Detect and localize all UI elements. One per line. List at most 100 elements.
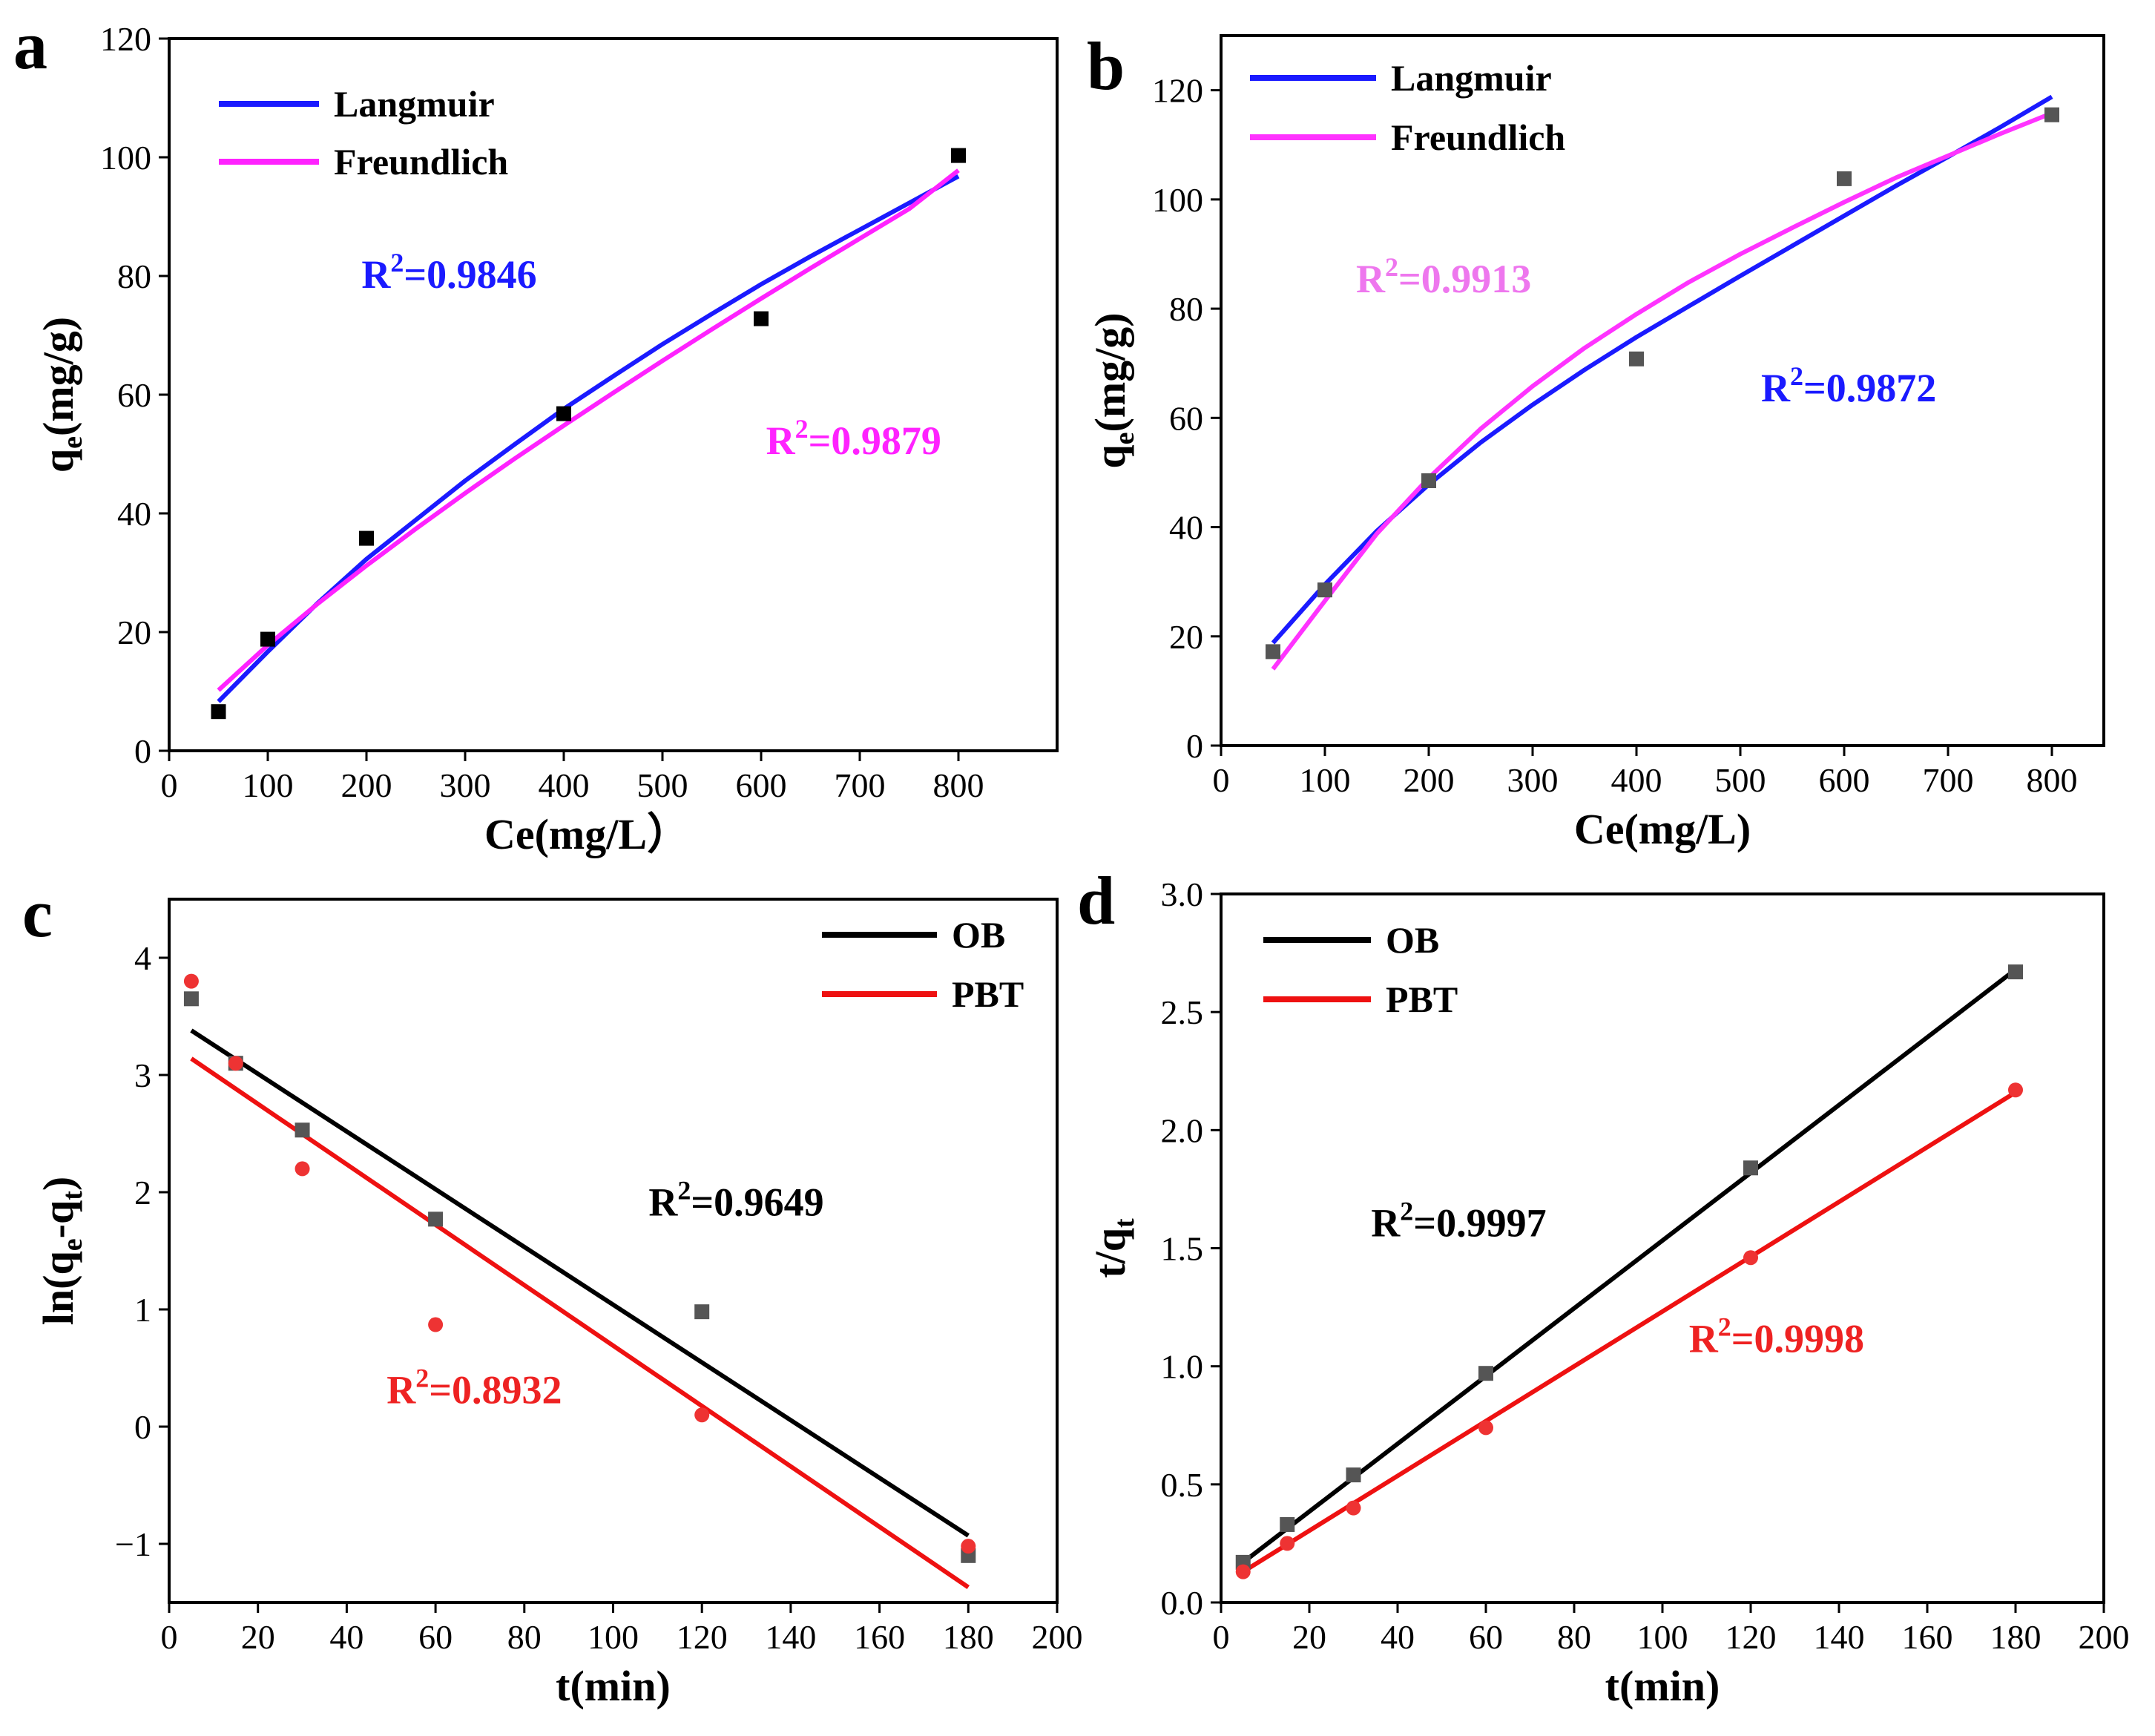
data-point xyxy=(1629,351,1644,366)
fit-line-freundlich xyxy=(1271,111,2053,671)
legend-label-pbt: PBT xyxy=(952,973,1024,1015)
x-tick-label: 0 xyxy=(1213,1618,1230,1656)
fit-line-ob xyxy=(1241,967,2017,1565)
panel-c: c 0 20 40 60 80 100 120 140 160 180 200 −1 0 1 2 3 4 t(min… xyxy=(22,875,1083,1710)
x-tick-label: 100 xyxy=(1637,1618,1688,1656)
data-point xyxy=(295,1122,310,1138)
data-point xyxy=(1743,1160,1758,1176)
panel-label: b xyxy=(1087,28,1125,104)
legend-label-ob: OB xyxy=(952,914,1005,956)
x-tick-label: 500 xyxy=(637,766,688,804)
panel-a: a 0 100 200 300 400 500 600 700 800 0 20 40 60 80 100 12… xyxy=(13,7,1059,858)
data-point xyxy=(1235,1564,1251,1579)
x-tick-label: 120 xyxy=(1725,1618,1777,1656)
x-axis-title: t(min) xyxy=(556,1662,671,1710)
x-tick-label: 400 xyxy=(1611,761,1662,799)
x-tick-label: 40 xyxy=(1381,1618,1415,1656)
y-tick-label: 3.0 xyxy=(1161,875,1204,913)
y-tick-label: 40 xyxy=(117,495,151,533)
r-squared-annotation: R2=0.9997 xyxy=(1371,1197,1546,1246)
x-tick-label: 140 xyxy=(1814,1618,1865,1656)
y-tick-label: 120 xyxy=(1152,72,1203,110)
data-point xyxy=(260,631,275,647)
y-tick-label: 1 xyxy=(134,1291,151,1329)
x-tick-label: 600 xyxy=(1819,761,1870,799)
y-axis-title: t/qt xyxy=(1086,1218,1140,1278)
r-squared-annotation: R2=0.9846 xyxy=(361,248,536,297)
x-tick-label: 40 xyxy=(329,1618,363,1656)
panel-label: a xyxy=(13,7,47,83)
data-point xyxy=(295,1161,310,1177)
y-axis-title: qe(mg/g) xyxy=(34,317,88,473)
data-point xyxy=(1266,644,1280,660)
legend-label-freundlich: Freundlich xyxy=(334,141,508,183)
data-point xyxy=(1478,1366,1493,1381)
y-axis-title: ln(qe-qt) xyxy=(34,1177,88,1325)
data-point xyxy=(2008,964,2023,980)
data-point xyxy=(1346,1467,1361,1483)
data-point xyxy=(211,704,226,720)
x-tick-label: 60 xyxy=(1469,1618,1503,1656)
fit-line-freundlich xyxy=(217,168,960,692)
x-axis-title: Ce(mg/L) xyxy=(1574,805,1751,853)
r-squared-annotation: R2=0.9879 xyxy=(766,414,941,463)
x-tick-label: 0 xyxy=(1213,761,1230,799)
x-tick-label: 200 xyxy=(2079,1618,2130,1656)
y-tick-label: −1 xyxy=(115,1525,151,1563)
y-tick-label: 60 xyxy=(1169,399,1203,437)
data-point xyxy=(228,1056,243,1071)
y-tick-label: 0 xyxy=(1186,727,1203,765)
plot-frame xyxy=(168,898,1059,1604)
data-point xyxy=(1837,171,1852,186)
x-tick-label: 300 xyxy=(1507,761,1559,799)
r-squared-annotation: R2=0.9913 xyxy=(1356,252,1531,301)
fit-line-pbt xyxy=(1242,1090,2017,1574)
data-point xyxy=(754,311,769,326)
x-tick-label: 0 xyxy=(161,1618,178,1656)
x-tick-label: 200 xyxy=(341,766,392,804)
x-tick-label: 100 xyxy=(243,766,294,804)
x-tick-label: 300 xyxy=(440,766,491,804)
data-point xyxy=(1346,1500,1361,1516)
x-tick-label: 0 xyxy=(161,766,178,804)
r-squared-annotation: R2=0.9649 xyxy=(648,1176,823,1225)
y-tick-label: 0.0 xyxy=(1161,1584,1204,1622)
data-point xyxy=(556,406,571,421)
x-tick-label: 120 xyxy=(677,1618,728,1656)
y-tick-label: 0.5 xyxy=(1161,1466,1204,1504)
data-point xyxy=(1280,1516,1295,1532)
x-axis-title: Ce(mg/L） xyxy=(484,810,690,858)
panel-d: d 0 20 40 60 80 100 120 140 160 180 200 0.0 0.5 1.0 1.5… xyxy=(1077,863,2130,1710)
y-tick-label: 1.0 xyxy=(1161,1348,1204,1386)
x-tick-label: 160 xyxy=(854,1618,905,1656)
panel-label: c xyxy=(22,875,53,951)
panel-b: b 0 100 200 300 400 500 600 700 800 0 20 40 60 80 100 12… xyxy=(1086,28,2105,853)
x-tick-label: 500 xyxy=(1715,761,1766,799)
plot-frame xyxy=(1220,34,2105,747)
fit-line-langmuir xyxy=(217,174,960,703)
legend-label-freundlich: Freundlich xyxy=(1391,116,1565,158)
data-point xyxy=(1421,473,1436,488)
y-tick-label: 0 xyxy=(134,1408,151,1446)
x-tick-label: 200 xyxy=(1032,1618,1083,1656)
r-squared-annotation: R2=0.9872 xyxy=(1761,361,1936,410)
x-tick-label: 800 xyxy=(933,766,984,804)
data-point xyxy=(428,1317,444,1332)
y-tick-label: 100 xyxy=(100,139,151,177)
x-tick-label: 20 xyxy=(241,1618,275,1656)
data-point xyxy=(183,991,199,1007)
panel-label: d xyxy=(1077,863,1115,938)
x-tick-label: 20 xyxy=(1292,1618,1326,1656)
y-tick-label: 1.5 xyxy=(1161,1230,1204,1268)
data-point xyxy=(951,148,966,163)
y-tick-label: 2 xyxy=(134,1174,151,1211)
data-point xyxy=(428,1211,444,1227)
x-tick-label: 140 xyxy=(765,1618,816,1656)
data-point xyxy=(2044,107,2059,122)
x-tick-label: 80 xyxy=(507,1618,542,1656)
data-point xyxy=(961,1539,976,1554)
y-tick-label: 0 xyxy=(134,732,151,770)
y-tick-label: 100 xyxy=(1152,181,1203,219)
x-tick-label: 700 xyxy=(1923,761,1974,799)
data-point xyxy=(694,1304,710,1320)
